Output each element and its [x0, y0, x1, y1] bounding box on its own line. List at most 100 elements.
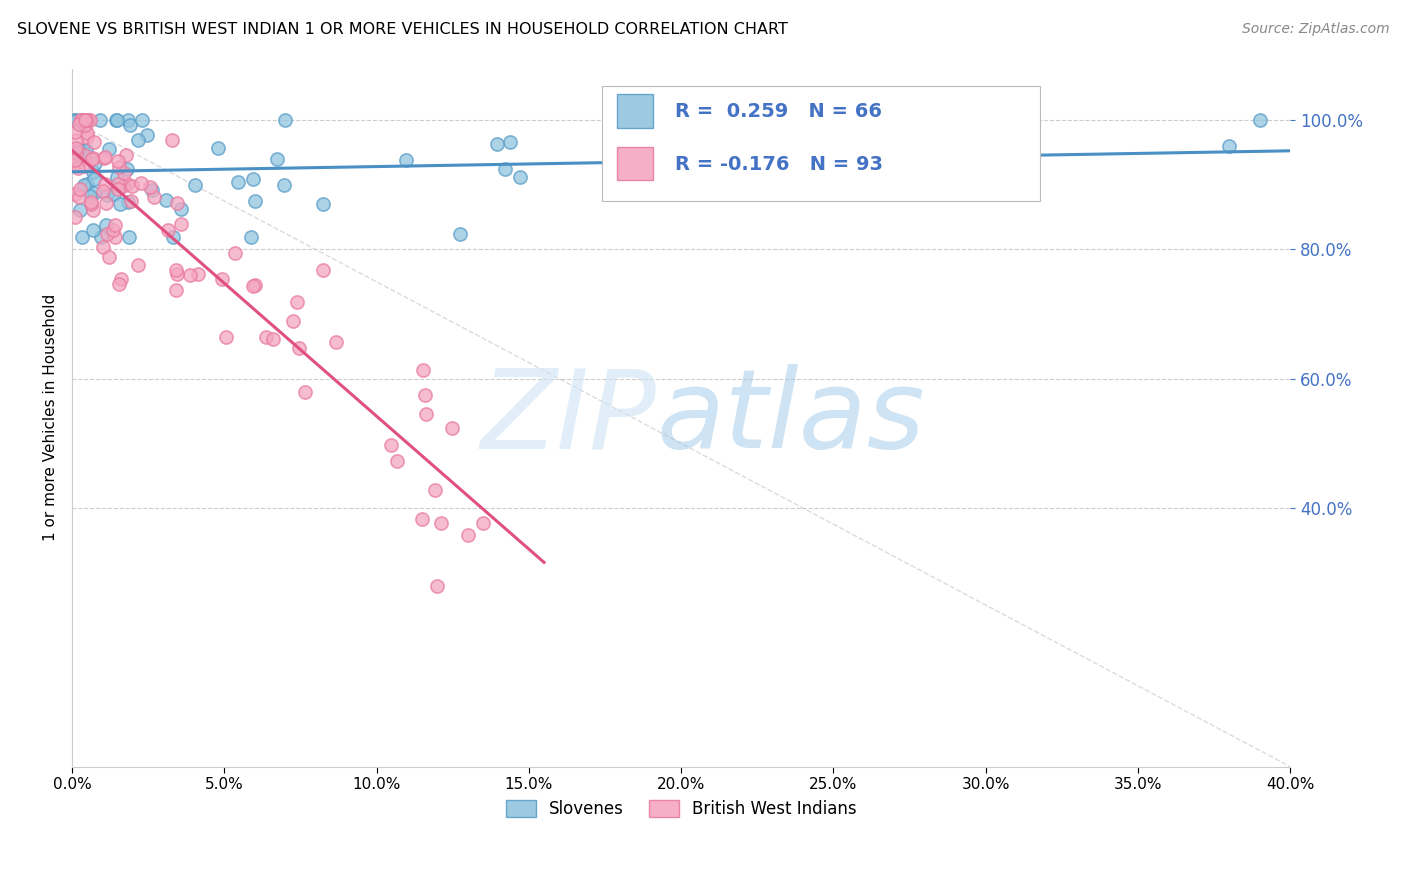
- Point: [127, 258, 149, 272]
- Point: [494, 162, 516, 177]
- Point: [117, 113, 139, 128]
- Point: [115, 162, 138, 177]
- Point: [98, 142, 121, 156]
- Point: [281, 314, 304, 328]
- Point: [156, 223, 179, 237]
- Point: [82, 151, 104, 165]
- Point: [1218, 139, 1240, 153]
- Point: [165, 283, 187, 297]
- Point: [70, 113, 93, 128]
- Point: [70, 113, 93, 128]
- Point: [96, 196, 118, 211]
- Point: [141, 183, 163, 197]
- Point: [72, 144, 94, 158]
- Point: [83, 156, 105, 170]
- Point: [104, 113, 127, 128]
- Point: [105, 170, 128, 185]
- Point: [82, 165, 104, 179]
- Point: [1249, 113, 1271, 128]
- Point: [426, 578, 449, 592]
- Point: [75, 143, 97, 157]
- Point: [325, 334, 347, 349]
- Point: [207, 141, 229, 155]
- Point: [98, 250, 121, 264]
- Point: [226, 175, 249, 189]
- Point: [254, 330, 277, 344]
- Point: [485, 136, 508, 151]
- Point: [387, 454, 409, 468]
- FancyBboxPatch shape: [602, 86, 1040, 202]
- Point: [120, 194, 142, 208]
- Point: [245, 194, 267, 208]
- Point: [89, 113, 111, 128]
- Point: [93, 184, 115, 198]
- Point: [76, 178, 98, 192]
- Point: [93, 151, 115, 165]
- Point: [73, 118, 96, 132]
- Point: [170, 202, 193, 217]
- Point: [136, 128, 159, 142]
- Point: [94, 178, 117, 192]
- Point: [165, 263, 187, 277]
- Point: [69, 182, 91, 196]
- Point: [75, 113, 97, 128]
- Point: [63, 158, 86, 172]
- Text: atlas: atlas: [657, 364, 925, 471]
- Point: [108, 196, 131, 211]
- Point: [79, 113, 101, 128]
- Text: Source: ZipAtlas.com: Source: ZipAtlas.com: [1241, 22, 1389, 37]
- Point: [509, 170, 531, 185]
- Point: [63, 153, 86, 168]
- Point: [440, 421, 463, 435]
- Point: [76, 126, 98, 140]
- Point: [215, 330, 238, 344]
- Text: SLOVENE VS BRITISH WEST INDIAN 1 OR MORE VEHICLES IN HOUSEHOLD CORRELATION CHART: SLOVENE VS BRITISH WEST INDIAN 1 OR MORE…: [17, 22, 787, 37]
- Point: [127, 133, 149, 147]
- Point: [240, 229, 263, 244]
- Point: [114, 148, 136, 162]
- Point: [103, 186, 125, 201]
- Point: [96, 227, 118, 241]
- Point: [73, 145, 96, 159]
- Point: [104, 230, 127, 244]
- Point: [76, 130, 98, 145]
- Point: [83, 135, 105, 149]
- Point: [72, 119, 94, 133]
- Point: [108, 160, 131, 174]
- Point: [67, 190, 90, 204]
- Point: [380, 438, 402, 452]
- Point: [90, 229, 112, 244]
- Point: [112, 166, 135, 180]
- Point: [131, 113, 153, 128]
- Point: [67, 117, 90, 131]
- Point: [91, 240, 114, 254]
- Point: [285, 294, 308, 309]
- Point: [80, 153, 103, 167]
- Point: [73, 113, 96, 128]
- Point: [63, 211, 86, 225]
- Point: [166, 195, 188, 210]
- Point: [413, 387, 436, 401]
- Point: [111, 179, 134, 194]
- Point: [73, 113, 96, 128]
- Point: [69, 113, 91, 128]
- Point: [242, 279, 264, 293]
- Text: R = -0.176   N = 93: R = -0.176 N = 93: [675, 154, 883, 174]
- Point: [104, 218, 127, 232]
- Point: [107, 153, 129, 168]
- Point: [107, 178, 129, 192]
- Point: [80, 194, 103, 209]
- Point: [166, 268, 188, 282]
- Point: [67, 143, 90, 157]
- Point: [415, 407, 437, 421]
- Point: [79, 188, 101, 202]
- Point: [430, 516, 453, 530]
- Point: [242, 172, 264, 186]
- Point: [82, 203, 104, 218]
- Point: [449, 227, 471, 241]
- Point: [63, 113, 86, 128]
- FancyBboxPatch shape: [616, 146, 652, 180]
- Point: [262, 332, 284, 346]
- Point: [287, 341, 309, 355]
- Point: [160, 133, 183, 147]
